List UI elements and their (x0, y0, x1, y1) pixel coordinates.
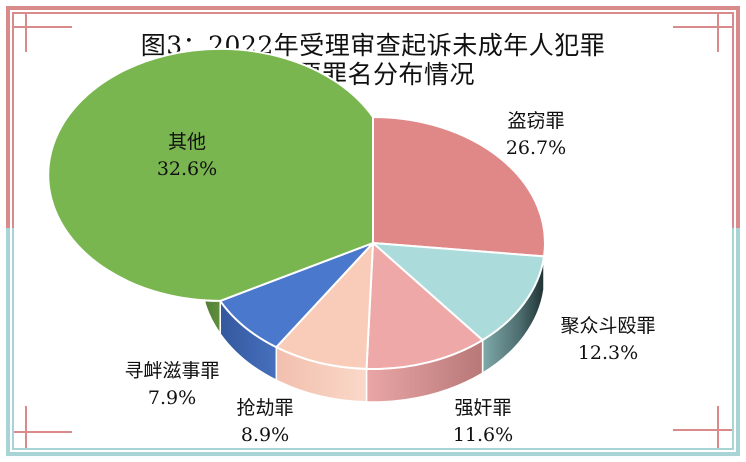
label-name: 聚众斗殴罪 (560, 315, 656, 337)
data-label-affray: 聚众斗殴罪 12.3% (560, 313, 655, 367)
pie-slice-robbery[interactable] (275, 242, 374, 370)
pie-top-faces (47, 47, 546, 370)
corner-mark-bottom-left (14, 406, 72, 448)
label-percent: 11.6% (452, 424, 514, 446)
corner-mark-top-left (14, 14, 72, 52)
label-percent: 8.9% (240, 424, 290, 446)
data-label-provocation: 寻衅滋事罪 7.9% (124, 358, 219, 412)
pie-slice-rape[interactable] (365, 242, 484, 370)
corner-mark-bottom-right (673, 406, 732, 448)
corner-mark-top-right (673, 14, 732, 52)
border-top-half (6, 6, 740, 228)
label-name: 其他 (167, 131, 207, 153)
label-name: 强奸罪 (454, 397, 512, 419)
data-label-other: 其他 32.6% (157, 129, 217, 183)
data-label-rape: 强奸罪 11.6% (453, 395, 513, 449)
label-percent: 7.9% (147, 387, 197, 409)
data-label-theft: 盗窃罪 26.7% (506, 108, 566, 162)
label-percent: 32.6% (156, 158, 218, 180)
border-bottom-half (6, 228, 740, 456)
pie-slice-affray[interactable] (372, 242, 545, 342)
pie-slice-theft[interactable] (372, 116, 546, 258)
label-name: 抢劫罪 (236, 397, 294, 419)
data-label-robbery: 抢劫罪 8.9% (236, 395, 293, 449)
label-percent: 26.7% (505, 137, 567, 159)
label-name: 寻衅滋事罪 (124, 360, 220, 382)
pie-slice-other[interactable] (47, 47, 374, 302)
label-name: 盗窃罪 (507, 110, 565, 132)
label-percent: 12.3% (577, 342, 639, 364)
